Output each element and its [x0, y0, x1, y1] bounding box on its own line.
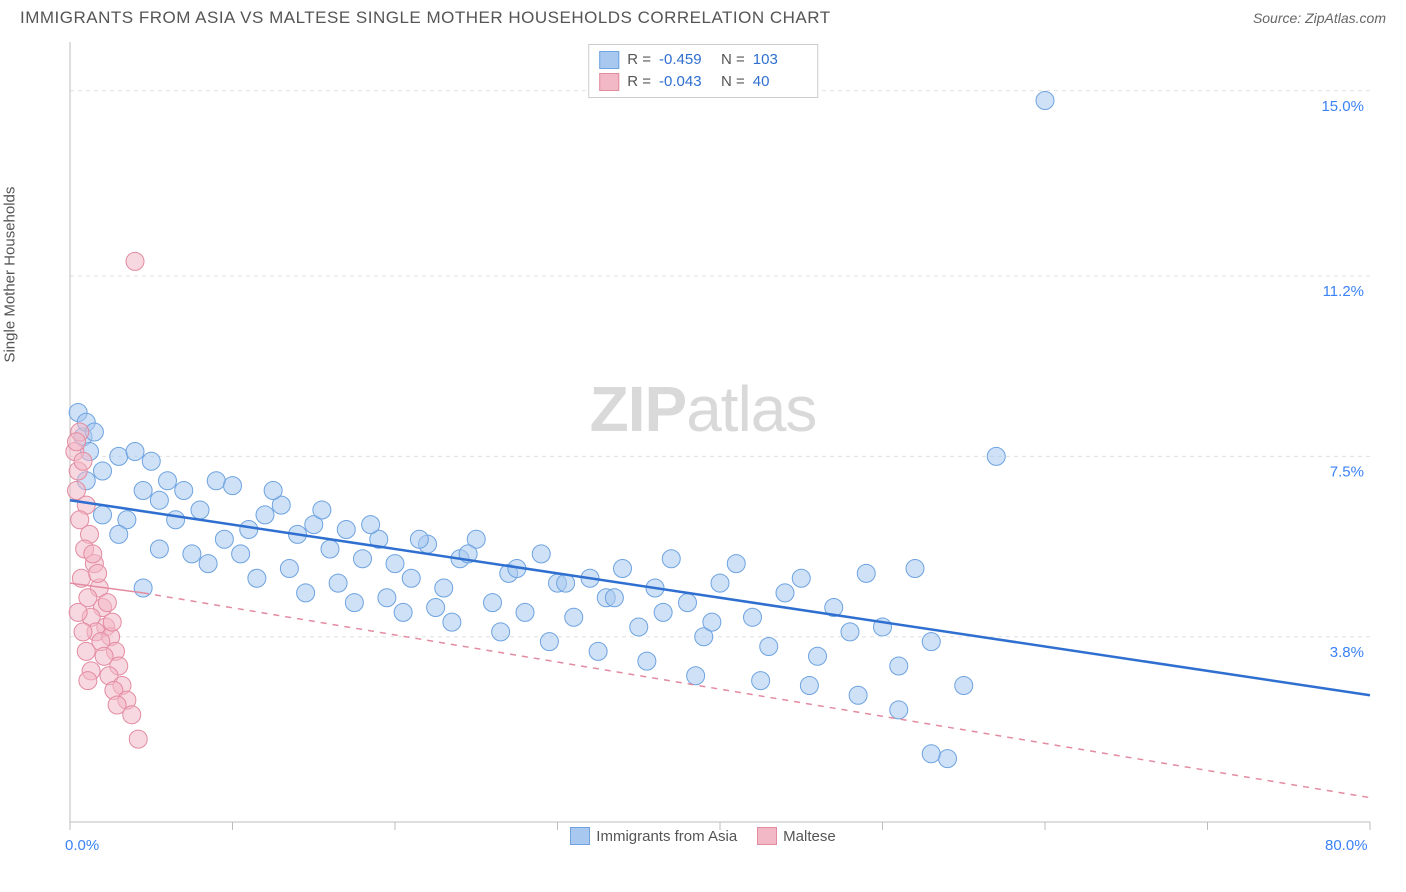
correlation-stats-box: R = -0.459 N = 103 R = -0.043 N = 40 — [588, 44, 818, 98]
y-axis-label: Single Mother Households — [2, 187, 19, 363]
n-label: N = — [721, 49, 745, 71]
source-attribution: Source: ZipAtlas.com — [1253, 10, 1386, 26]
chart-container: Single Mother Households ZIPatlas 3.8%7.… — [20, 32, 1386, 852]
r-value: -0.459 — [659, 49, 713, 71]
n-value: 103 — [753, 49, 807, 71]
legend-item: Immigrants from Asia — [570, 827, 737, 845]
chart-title: IMMIGRANTS FROM ASIA VS MALTESE SINGLE M… — [20, 8, 831, 28]
legend-label: Maltese — [783, 828, 836, 845]
svg-text:15.0%: 15.0% — [1321, 98, 1364, 115]
stats-row: R = -0.043 N = 40 — [599, 71, 807, 93]
svg-text:7.5%: 7.5% — [1330, 463, 1364, 480]
n-label: N = — [721, 71, 745, 93]
legend-swatch — [570, 827, 590, 845]
stats-row: R = -0.459 N = 103 — [599, 49, 807, 71]
source-link[interactable]: ZipAtlas.com — [1305, 10, 1386, 26]
scatter-chart: 3.8% 7.5% 11.2% 15.0% — [20, 32, 1386, 852]
r-label: R = — [627, 71, 651, 93]
series-legend: Immigrants from Asia Maltese — [0, 827, 1406, 849]
legend-item: Maltese — [757, 827, 836, 845]
n-value: 40 — [753, 71, 807, 93]
svg-text:3.8%: 3.8% — [1330, 644, 1364, 661]
series-swatch — [599, 73, 619, 91]
r-value: -0.043 — [659, 71, 713, 93]
r-label: R = — [627, 49, 651, 71]
series-swatch — [599, 51, 619, 69]
legend-label: Immigrants from Asia — [596, 828, 737, 845]
legend-swatch — [757, 827, 777, 845]
svg-text:11.2%: 11.2% — [1323, 283, 1364, 300]
